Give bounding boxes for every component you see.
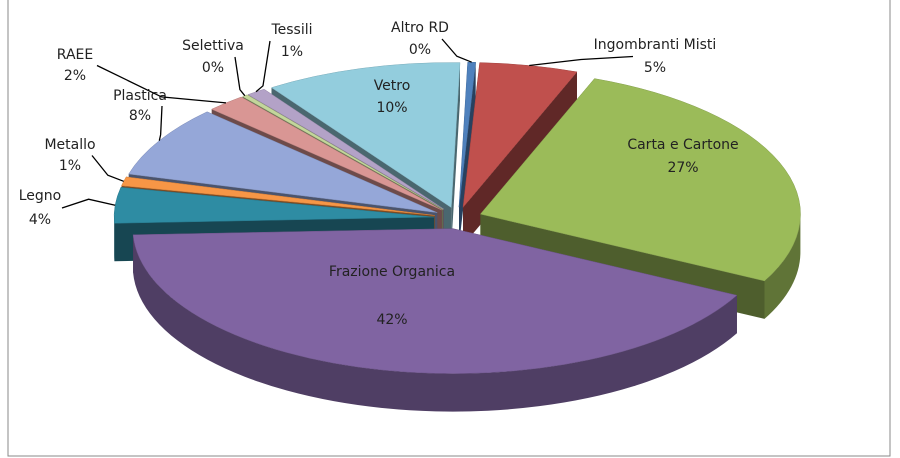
leader-line [61,198,116,209]
slice [247,88,445,210]
leader-line [441,38,472,63]
category-label: Carta e Cartone [627,137,738,153]
slice-wall [764,214,801,319]
value-label: 8% [129,108,151,124]
category-label: Metallo [44,137,95,153]
value-label: 4% [29,212,51,228]
slice [479,78,801,282]
slice [132,228,738,374]
leader-line [255,40,271,93]
category-label: RAEE [57,47,93,63]
value-label: 0% [409,42,431,58]
slice-side [459,62,476,246]
slice-wall [133,234,737,412]
category-label: Plastica [113,88,167,104]
category-label: Selettiva [182,38,244,54]
slice [458,61,476,208]
leader-line [91,155,124,182]
category-label: Altro RD [391,20,449,36]
value-label: 5% [644,60,666,76]
category-label: Ingombranti Misti [594,37,717,53]
value-label: 2% [64,68,86,84]
category-label: Legno [19,188,62,204]
leader-line [96,64,227,104]
slice [270,62,461,209]
category-label: Tessili [270,22,312,38]
leader-line [158,105,163,141]
value-label: 1% [281,44,303,60]
value-label: 0% [202,60,224,76]
slice [211,96,442,211]
category-label: Frazione Organica [329,264,455,280]
value-label: 42% [376,312,407,328]
value-label: 1% [59,158,81,174]
slice [462,62,578,209]
category-label: Vetro [374,78,411,94]
value-label: 27% [667,160,698,176]
value-label: 10% [376,100,407,116]
leader-line [234,56,246,97]
leader-line [529,55,634,67]
slice-side [451,62,460,246]
